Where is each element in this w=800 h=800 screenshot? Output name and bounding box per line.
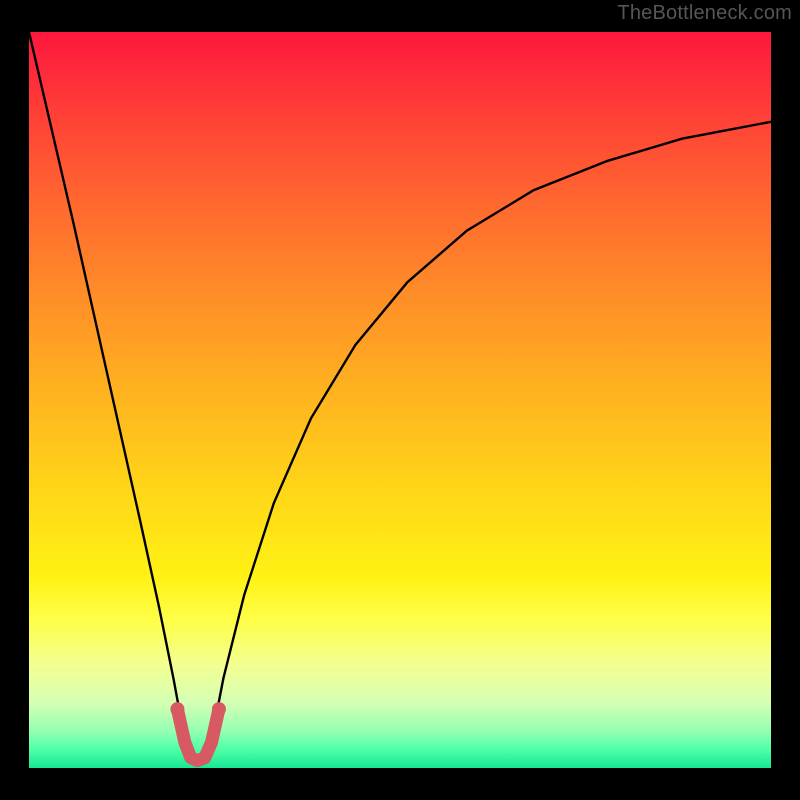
chart-canvas bbox=[0, 0, 800, 800]
optimal-region-endpoint bbox=[212, 702, 226, 716]
optimal-region-endpoint bbox=[170, 702, 184, 716]
watermark-text: TheBottleneck.com bbox=[617, 2, 792, 25]
bottleneck-chart: TheBottleneck.com bbox=[0, 0, 800, 800]
gradient-plot-area bbox=[29, 32, 771, 768]
